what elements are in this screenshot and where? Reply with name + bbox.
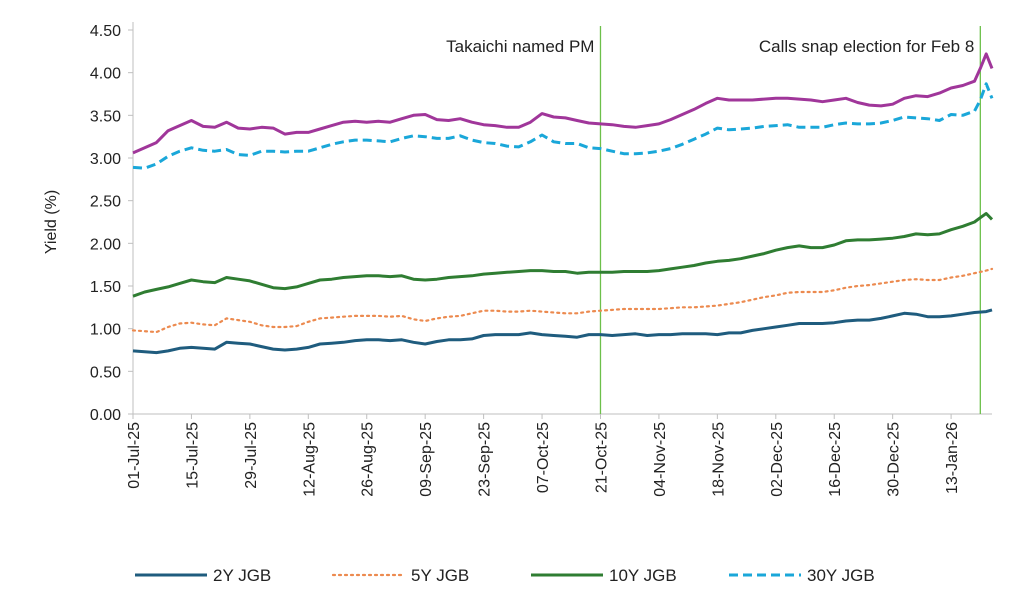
- series-line-2y-jgb: [132, 308, 993, 355]
- x-tick-label: 30-Dec-25: [886, 422, 903, 497]
- legend-label: 5Y JGB: [411, 566, 469, 585]
- series-line-unlabeled: [132, 52, 994, 155]
- x-tick-label: 09-Sep-25: [418, 422, 435, 497]
- y-axis-title: Yield (%): [43, 190, 60, 254]
- x-tick-label: 02-Dec-25: [769, 422, 786, 497]
- x-tick-label: 15-Jul-25: [184, 422, 201, 489]
- x-tick-label: 07-Oct-25: [535, 422, 552, 493]
- series-lines: [131, 52, 994, 355]
- y-tick-label: 2.00: [90, 236, 121, 253]
- series-line-5y-jgb: [131, 267, 994, 334]
- y-tick-label: 1.00: [90, 322, 121, 339]
- x-tick-label: 18-Nov-25: [710, 422, 727, 497]
- y-tick-label: 4.00: [90, 66, 121, 83]
- y-tick-label: 3.50: [90, 108, 121, 125]
- series-line-30y-jgb: [132, 82, 994, 170]
- x-tick-label: 12-Aug-25: [301, 422, 318, 497]
- event-lines: [599, 26, 981, 414]
- x-tick-label: 16-Dec-25: [827, 422, 844, 497]
- legend-label: 30Y JGB: [807, 566, 875, 585]
- y-tick-label: 2.50: [90, 194, 121, 211]
- x-tick-label: 23-Sep-25: [477, 422, 494, 497]
- event-annotation: Takaichi named PM: [446, 37, 594, 56]
- x-tick-label: 01-Jul-25: [126, 422, 143, 489]
- event-annotation: Calls snap election for Feb 8: [759, 37, 974, 56]
- y-tick-label: 0.50: [90, 364, 121, 381]
- x-tick-label: 26-Aug-25: [360, 422, 377, 497]
- x-tick-label: 04-Nov-25: [652, 422, 669, 497]
- legend-label: 2Y JGB: [213, 566, 271, 585]
- y-tick-label: 4.50: [90, 23, 121, 40]
- x-tick-label: 13-Jan-26: [944, 422, 961, 494]
- axes: 0.00 0.50 1.00 1.50 2.00 2.50 3.00 3.50 4.00 4.50…: [43, 22, 992, 497]
- legend: 2Y JGB 5Y JGB 10Y JGB 30Y JGB: [135, 566, 875, 585]
- x-tick-label: 21-Oct-25: [593, 422, 610, 493]
- y-tick-label: 3.00: [90, 151, 121, 168]
- y-tick-label: 1.50: [90, 279, 121, 296]
- legend-label: 10Y JGB: [609, 566, 677, 585]
- series-line-10y-jgb: [132, 212, 994, 298]
- annotations: Takaichi named PM Calls snap election for…: [446, 37, 974, 56]
- x-tick-label: 29-Jul-25: [243, 422, 260, 489]
- y-tick-label: 0.00: [90, 407, 121, 424]
